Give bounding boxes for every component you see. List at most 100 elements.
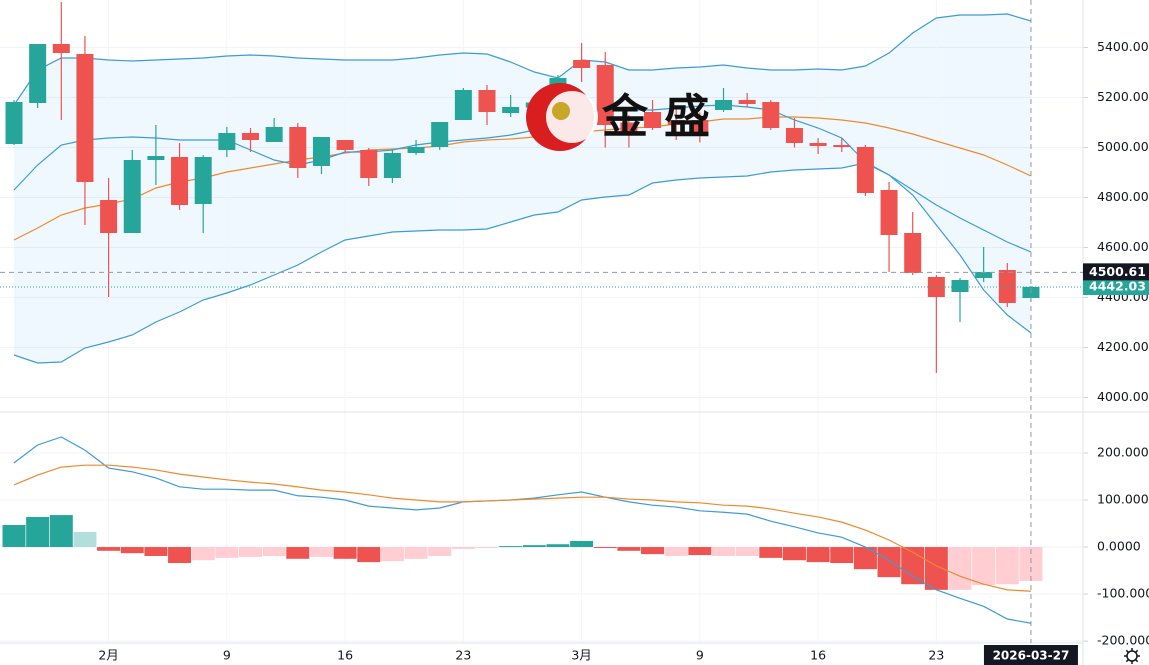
- histogram-bar: [712, 547, 735, 556]
- histogram-bar: [735, 547, 759, 556]
- x-tick-label: 9: [223, 648, 231, 663]
- candle-body: [785, 128, 803, 143]
- candle-body: [809, 143, 827, 146]
- x-tick-label: 2026-03-27: [993, 649, 1070, 663]
- histogram-bar: [593, 547, 617, 549]
- last-price-box: [1083, 278, 1149, 295]
- candle-body: [691, 120, 709, 133]
- last-price-label: 4442.03: [1089, 278, 1146, 293]
- histogram-bar: [309, 547, 333, 557]
- candle-body: [975, 272, 993, 278]
- histogram-bar: [641, 547, 665, 555]
- histogram-bar: [380, 547, 404, 562]
- y-tick-label: 4200.00: [1097, 339, 1149, 354]
- y-tick-label: -100.000: [1097, 586, 1149, 601]
- candle-body: [76, 54, 94, 182]
- histogram-bar: [546, 544, 570, 548]
- histogram-bar: [286, 547, 310, 559]
- crosshair-price-box: [1083, 263, 1149, 281]
- histogram-bar: [144, 547, 168, 556]
- histogram-bar: [782, 547, 806, 561]
- histogram-bar: [877, 547, 901, 578]
- histogram-bar: [499, 546, 523, 548]
- x-tick-label: 23: [928, 648, 944, 663]
- histogram-bar: [428, 547, 452, 556]
- histogram-bar: [688, 547, 712, 556]
- candle-body: [573, 60, 591, 68]
- histogram-bar: [972, 547, 996, 586]
- histogram-bar: [168, 547, 192, 564]
- candle-body: [833, 145, 851, 147]
- candle-body: [29, 44, 47, 103]
- histogram-bar: [522, 545, 546, 548]
- histogram-bar: [73, 531, 97, 548]
- candle-body: [644, 112, 662, 128]
- histogram-bar: [853, 547, 877, 570]
- settings-icon[interactable]: [1124, 648, 1140, 664]
- candle-body: [336, 140, 354, 150]
- candle-body: [596, 65, 614, 125]
- candle-body: [951, 280, 969, 292]
- gear-teeth[interactable]: [1124, 648, 1140, 664]
- candle-body: [52, 44, 70, 53]
- x-tick-label: 2月: [98, 648, 118, 663]
- histogram-bar: [120, 547, 144, 554]
- candle-body: [289, 127, 307, 168]
- y-tick-label: 5400.00: [1097, 39, 1149, 54]
- line: [13, 464, 1031, 592]
- histogram-bar: [49, 515, 73, 548]
- histogram-bar: [570, 540, 594, 548]
- histogram-bar: [664, 547, 688, 556]
- candle-body: [856, 147, 874, 193]
- histogram-bar: [759, 547, 783, 558]
- x-tick-label: 3月: [571, 648, 591, 663]
- candle-body: [312, 137, 330, 166]
- band-fill: [14, 14, 1031, 363]
- candle-body: [360, 150, 378, 178]
- histogram-bar: [806, 547, 830, 563]
- histogram-bar: [239, 547, 262, 557]
- candle-body: [100, 200, 118, 233]
- histogram-bar: [948, 547, 972, 590]
- candle-body: [738, 100, 756, 104]
- histogram-bar: [191, 547, 215, 561]
- candle-body: [667, 120, 685, 125]
- histogram-bar: [901, 547, 925, 585]
- histogram-bar: [451, 547, 475, 549]
- candle-body: [265, 127, 283, 142]
- x-tick-label: 16: [810, 648, 826, 663]
- histogram-bar: [357, 547, 381, 563]
- histogram-bar: [262, 547, 286, 556]
- logo-dot: [552, 102, 570, 120]
- histogram-bar: [924, 547, 948, 590]
- candle-body: [407, 147, 425, 153]
- y-tick-label: 5200.00: [1097, 89, 1149, 104]
- histogram-bar: [333, 547, 357, 559]
- x-tick-label: 23: [455, 648, 471, 663]
- y-tick-label: -200.000: [1097, 633, 1149, 648]
- y-tick-label: 4000.00: [1097, 389, 1149, 404]
- histogram-bar: [215, 547, 239, 558]
- histogram-bar: [26, 516, 50, 548]
- candle-body: [242, 133, 259, 140]
- histogram-bar: [995, 547, 1019, 585]
- x-tick-label: 9: [696, 648, 704, 663]
- y-tick-label: 4800.00: [1097, 189, 1149, 204]
- histogram-bar: [2, 524, 26, 548]
- crosshair-price-label: 4500.61: [1089, 264, 1146, 279]
- candle-body: [620, 122, 638, 133]
- logo-cut: [546, 91, 598, 143]
- candle-body: [431, 122, 449, 147]
- candle-body: [880, 190, 898, 235]
- candle-body: [715, 100, 732, 110]
- candle-body: [218, 133, 236, 150]
- candle-body: [478, 90, 496, 112]
- candle-body: [5, 102, 23, 144]
- histogram-bar: [830, 547, 854, 564]
- candle-body: [998, 270, 1016, 303]
- candle-body: [762, 102, 780, 128]
- candle-body: [502, 107, 520, 113]
